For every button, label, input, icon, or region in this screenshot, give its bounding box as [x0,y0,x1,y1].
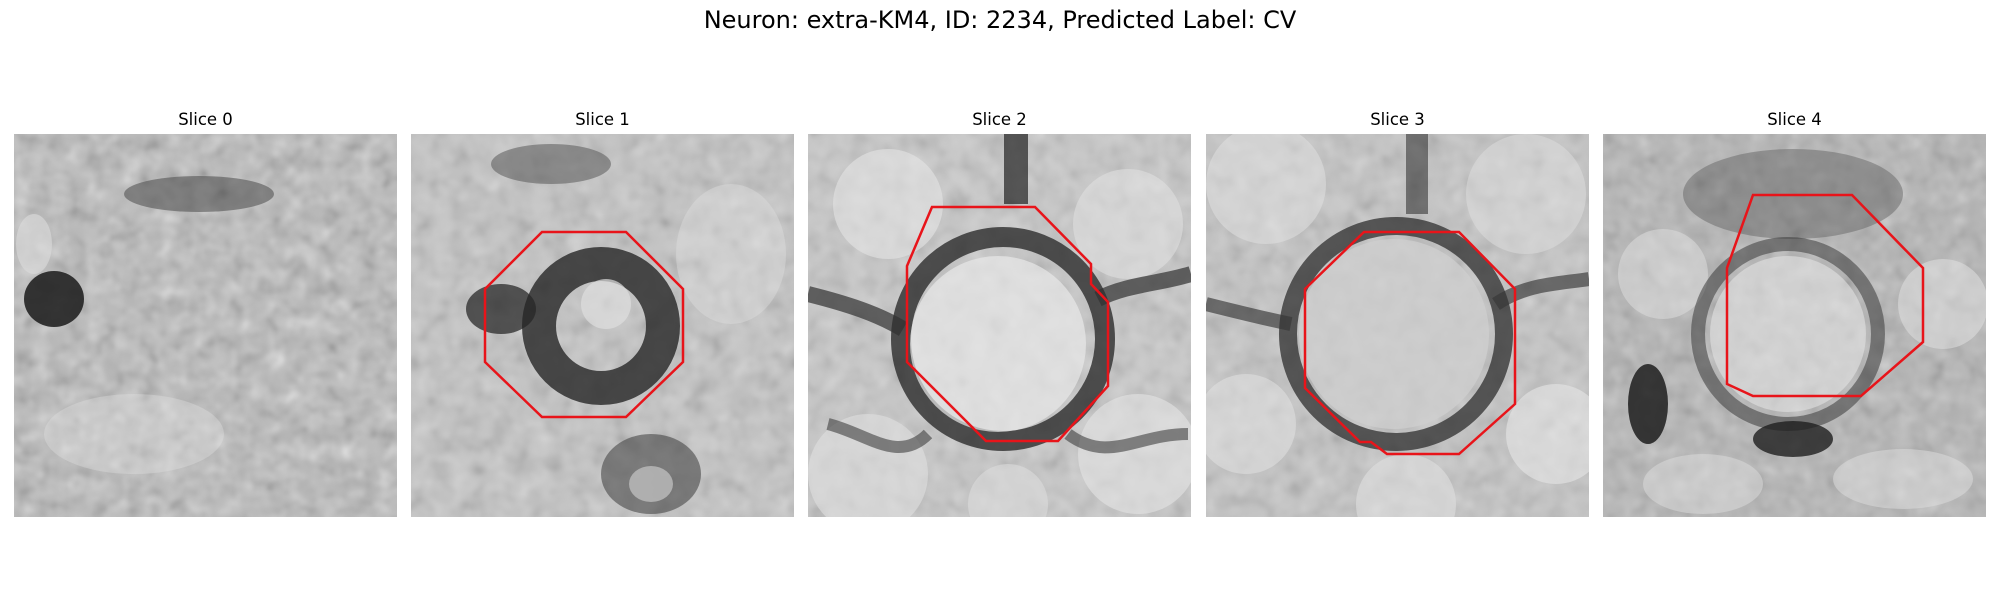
slice-image-0 [14,134,397,517]
slice-panel-2: Slice 2 [808,110,1191,520]
slice-image-3 [1206,134,1589,517]
slice-panel-1: Slice 1 [411,110,794,520]
slice-image-4 [1603,134,1986,517]
slice-title-2: Slice 2 [972,110,1027,129]
slice-image-1 [411,134,794,517]
microscopy-slice-4 [1603,134,1986,517]
microscopy-slice-2 [808,134,1191,517]
slice-panel-3: Slice 3 [1206,110,1589,520]
contour-polygon-3 [1303,230,1517,456]
microscopy-slice-1 [411,134,794,517]
contour-polygon-1 [483,230,685,419]
contour-polygon-4 [1725,193,1925,398]
microscopy-slice-0 [14,134,397,517]
slice-title-3: Slice 3 [1370,110,1425,129]
slice-panel-0: Slice 0 [14,110,397,520]
slice-image-2 [808,134,1191,517]
contour-polygon-2 [905,205,1110,443]
slice-title-4: Slice 4 [1767,110,1822,129]
slice-title-1: Slice 1 [575,110,630,129]
slice-panel-4: Slice 4 [1603,110,1986,520]
figure-title: Neuron: extra-KM4, ID: 2234, Predicted L… [703,6,1297,34]
slice-title-0: Slice 0 [178,110,233,129]
microscopy-slice-3 [1206,134,1589,517]
